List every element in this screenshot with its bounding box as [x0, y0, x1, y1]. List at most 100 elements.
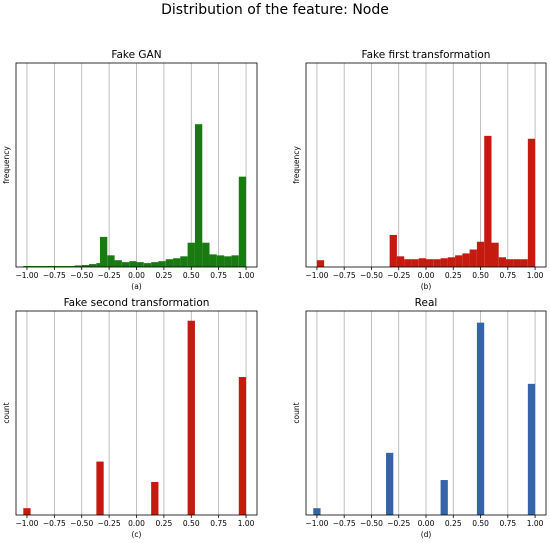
bar [224, 256, 232, 267]
x-tick-label: 0.00 [128, 271, 145, 280]
bar [129, 261, 137, 267]
panel-title: Fake GAN [111, 49, 161, 61]
x-tick-label: −0.50 [360, 271, 383, 280]
x-tick-label: 0.75 [210, 271, 227, 280]
x-tick-label: −0.75 [333, 271, 356, 280]
bar [404, 259, 412, 267]
x-tick-label: 1.00 [527, 519, 544, 528]
bar [418, 258, 427, 267]
bar [209, 254, 217, 267]
bar [231, 255, 239, 267]
x-tick-label: −0.50 [70, 271, 93, 280]
bar [476, 241, 485, 267]
x-tick-label: −0.50 [360, 519, 383, 528]
bar [143, 263, 152, 267]
bar [23, 508, 31, 515]
bar [165, 259, 174, 267]
panels: −1.00 −0.75 −0.50 −0.25 0.00 0.25 0.50 0.75 1.00… [2, 49, 547, 539]
x-tick-label: 1.00 [238, 271, 255, 280]
x-tick-label: −0.50 [70, 519, 93, 528]
bar [313, 508, 321, 515]
x-tick-label: −0.75 [43, 271, 66, 280]
bar [491, 242, 499, 267]
x-tick-label: 0.00 [418, 519, 435, 528]
bar [173, 258, 181, 267]
x-tick-label: 1.00 [238, 519, 255, 528]
bar [99, 236, 108, 267]
bar [107, 255, 115, 267]
panel-sublabel: (c) [132, 530, 142, 539]
panel-title: Real [415, 297, 438, 309]
bar [389, 234, 397, 267]
bar [194, 124, 203, 267]
bar [440, 258, 448, 267]
x-tick-label: 0.75 [499, 271, 516, 280]
panel-3: −1.00 −0.75 −0.50 −0.25 0.00 0.25 0.50 0.75 1.00… [292, 297, 547, 539]
bar [59, 266, 68, 267]
x-tick-label: 0.25 [445, 271, 462, 280]
bar [67, 266, 75, 267]
bar [238, 176, 247, 267]
panel-2: −1.00 −0.75 −0.50 −0.25 0.00 0.25 0.50 0.75 1.00… [2, 297, 258, 539]
x-tick-label: 0.25 [156, 519, 173, 528]
panel-title: Fake first transformation [362, 49, 491, 61]
x-tick-label: 0.50 [472, 271, 489, 280]
bar [114, 260, 122, 267]
bar [440, 480, 448, 515]
bar [180, 256, 188, 267]
bar [52, 266, 60, 267]
bar [476, 322, 485, 515]
bar [158, 261, 166, 267]
bar [96, 461, 104, 515]
bar [30, 266, 38, 267]
bar [425, 259, 434, 267]
x-tick-label: 0.75 [499, 519, 516, 528]
x-tick-label: −0.25 [98, 271, 121, 280]
x-tick-label: −0.25 [387, 271, 410, 280]
x-tick-label: −1.00 [15, 271, 38, 280]
bar [45, 266, 53, 267]
y-axis-label: count [2, 402, 11, 423]
bar [187, 242, 195, 267]
bar [187, 320, 195, 515]
bar [506, 259, 514, 267]
x-tick-label: 0.00 [128, 519, 145, 528]
bar [411, 259, 419, 267]
x-tick-label: −1.00 [305, 271, 328, 280]
panel-sublabel: (b) [421, 282, 432, 291]
x-tick-label: 0.50 [183, 271, 200, 280]
figure-title: Distribution of the feature: Node [161, 2, 389, 18]
bar [447, 257, 456, 267]
panel-1: −1.00 −0.75 −0.50 −0.25 0.00 0.25 0.50 0.75 1.00… [292, 49, 547, 291]
panel-sublabel: (d) [421, 530, 432, 539]
y-axis-label: count [292, 402, 301, 423]
bar [202, 242, 210, 267]
bar [316, 260, 325, 267]
y-axis-label: frequency [292, 146, 301, 184]
bar [74, 265, 82, 267]
y-axis-label: frequency [2, 146, 11, 184]
x-tick-label: 0.25 [445, 519, 462, 528]
bar [151, 262, 159, 267]
bar [462, 253, 470, 267]
x-tick-label: −0.75 [43, 519, 66, 528]
bar [484, 135, 492, 267]
bar [121, 262, 130, 267]
x-tick-label: −0.25 [387, 519, 410, 528]
bar [527, 138, 536, 267]
bar [136, 262, 144, 267]
x-tick-label: −0.25 [98, 519, 121, 528]
bar [455, 255, 463, 267]
bar [498, 257, 507, 267]
x-tick-label: 0.25 [156, 271, 173, 280]
bar [81, 265, 89, 267]
x-tick-label: −0.75 [333, 519, 356, 528]
x-tick-label: 0.50 [183, 519, 200, 528]
x-tick-label: 1.00 [527, 271, 544, 280]
bar [238, 377, 247, 515]
x-tick-label: 0.00 [418, 271, 435, 280]
bar [37, 266, 46, 267]
bar [527, 383, 536, 515]
bar [386, 452, 394, 515]
